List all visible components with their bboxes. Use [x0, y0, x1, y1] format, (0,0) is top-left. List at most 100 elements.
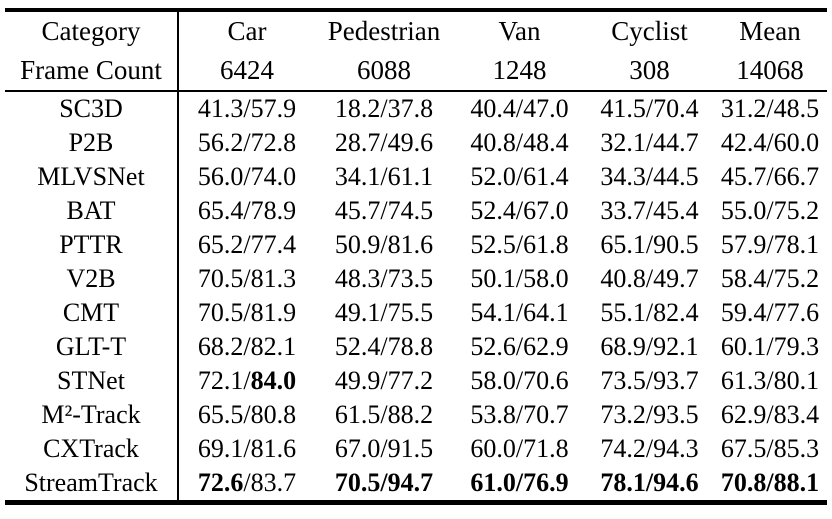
value-separator: /	[515, 162, 524, 191]
method-name: V2B	[5, 262, 179, 296]
metric-cell-pedestrian: 67.0/91.5	[315, 432, 453, 466]
success-value: 61.0	[470, 468, 516, 497]
precision-value: 37.8	[387, 94, 434, 123]
precision-value: 61.1	[387, 162, 434, 191]
value-separator: /	[515, 468, 524, 497]
success-value: 60.0	[470, 434, 516, 463]
success-value: 34.1	[334, 162, 381, 191]
value-separator: /	[766, 162, 774, 191]
precision-value: 72.8	[250, 128, 297, 157]
value-separator: /	[243, 298, 251, 327]
precision-value: 75.5	[387, 298, 434, 327]
success-value: 70.8	[720, 468, 767, 497]
header-col-van: Van 1248	[453, 10, 586, 92]
success-value: 70.5	[197, 264, 244, 293]
value-separator: /	[645, 400, 654, 429]
metric-cell-van: 40.4/47.0	[453, 91, 586, 126]
method-name: CXTrack	[5, 432, 179, 466]
success-value: 70.5	[334, 468, 381, 497]
table-row-m-track: M²-Track 65.5/80.8 61.5/88.2 53.8/70.7 73.2/…	[5, 398, 827, 432]
success-value: 59.4	[720, 298, 767, 327]
metric-cell-van: 53.8/70.7	[453, 398, 586, 432]
precision-value: 44.5	[653, 162, 699, 191]
metric-cell-cyclist: 65.1/90.5	[586, 228, 713, 262]
success-value: 52.4	[470, 196, 516, 225]
precision-value: 58.0	[523, 264, 569, 293]
success-value: 67.5	[720, 434, 767, 463]
metric-cell-car: 72.1/84.0	[178, 364, 315, 398]
precision-value: 71.8	[523, 434, 569, 463]
value-separator: /	[645, 434, 654, 463]
precision-value: 81.6	[387, 230, 434, 259]
value-separator: /	[380, 400, 388, 429]
table-row-v2b: V2B 70.5/81.3 48.3/73.5 50.1/58.0 40.8/49.7 5…	[5, 262, 827, 296]
metric-cell-car: 56.0/74.0	[178, 160, 315, 194]
success-value: 65.5	[197, 400, 244, 429]
success-value: 67.0	[334, 434, 381, 463]
precision-value: 73.5	[387, 264, 434, 293]
value-separator: /	[380, 468, 388, 497]
success-value: 56.0	[197, 162, 244, 191]
method-name: P2B	[5, 126, 179, 160]
precision-value: 78.9	[250, 196, 297, 225]
header-col-cyclist: Cyclist 308	[586, 10, 713, 92]
precision-value: 77.2	[387, 366, 434, 395]
value-separator: /	[515, 264, 524, 293]
success-value: 50.9	[334, 230, 381, 259]
success-value: 65.4	[197, 196, 244, 225]
header-category-label: Category	[41, 16, 141, 46]
value-separator: /	[380, 434, 388, 463]
metric-cell-mean: 67.5/85.3	[713, 432, 827, 466]
table-row-bat: BAT 65.4/78.9 45.7/74.5 52.4/67.0 33.7/45.4 5…	[5, 194, 827, 228]
precision-value: 64.1	[523, 298, 569, 327]
value-separator: /	[243, 230, 251, 259]
success-value: 45.7	[334, 196, 381, 225]
value-separator: /	[380, 298, 388, 327]
success-value: 58.4	[720, 264, 767, 293]
value-separator: /	[766, 366, 774, 395]
metric-cell-van: 40.8/48.4	[453, 126, 586, 160]
success-value: 33.7	[600, 196, 646, 225]
metric-cell-cyclist: 68.9/92.1	[586, 330, 713, 364]
value-separator: /	[766, 230, 774, 259]
precision-value: 48.4	[523, 128, 569, 157]
header-col-label: Car	[227, 16, 267, 46]
precision-value: 93.7	[653, 366, 699, 395]
metric-cell-car: 65.2/77.4	[178, 228, 315, 262]
value-separator: /	[380, 264, 388, 293]
table-row-pttr: PTTR 65.2/77.4 50.9/81.6 52.5/61.8 65.1/90.5…	[5, 228, 827, 262]
value-separator: /	[380, 366, 388, 395]
value-separator: /	[766, 434, 774, 463]
success-value: 52.6	[470, 332, 516, 361]
value-separator: /	[380, 128, 388, 157]
value-separator: /	[645, 332, 654, 361]
value-separator: /	[515, 332, 524, 361]
value-separator: /	[515, 434, 524, 463]
precision-value: 61.4	[523, 162, 569, 191]
value-separator: /	[243, 332, 251, 361]
success-value: 42.4	[720, 128, 767, 157]
metric-cell-car: 70.5/81.3	[178, 262, 315, 296]
success-value: 61.5	[334, 400, 381, 429]
success-value: 40.8	[600, 264, 646, 293]
precision-value: 74.5	[387, 196, 434, 225]
method-name: PTTR	[5, 228, 179, 262]
metric-cell-cyclist: 73.5/93.7	[586, 364, 713, 398]
precision-value: 80.8	[250, 400, 297, 429]
metric-cell-van: 52.0/61.4	[453, 160, 586, 194]
success-value: 65.1	[600, 230, 646, 259]
value-separator: /	[645, 94, 654, 123]
precision-value: 81.3	[250, 264, 297, 293]
precision-value: 85.3	[773, 434, 820, 463]
success-value: 49.1	[334, 298, 381, 327]
precision-value: 93.5	[653, 400, 699, 429]
header-frame-count-label: Frame Count	[20, 55, 162, 85]
value-separator: /	[766, 332, 774, 361]
success-value: 74.2	[600, 434, 646, 463]
precision-value: 80.1	[773, 366, 820, 395]
value-separator: /	[766, 264, 774, 293]
metric-cell-pedestrian: 49.1/75.5	[315, 296, 453, 330]
success-value: 55.1	[600, 298, 646, 327]
metric-cell-pedestrian: 48.3/73.5	[315, 262, 453, 296]
success-value: 72.6	[197, 468, 244, 497]
